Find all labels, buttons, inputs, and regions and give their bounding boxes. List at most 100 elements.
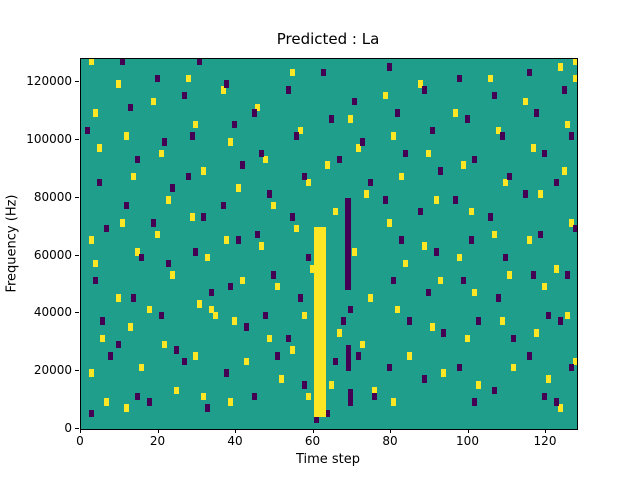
x-tick-label: 20 xyxy=(149,434,166,448)
heatmap-cell-high xyxy=(573,357,577,366)
heatmap-cell-high xyxy=(197,300,203,308)
heatmap-cell-low xyxy=(127,103,133,112)
heatmap-cell-low xyxy=(491,386,497,395)
heatmap-cell-low xyxy=(146,398,152,406)
y-tick-label: 20000 xyxy=(33,363,72,378)
heatmap-cell-low xyxy=(418,207,424,216)
heatmap-cell-high xyxy=(236,184,242,192)
y-tick-label: 40000 xyxy=(33,305,72,320)
heatmap-cell-high xyxy=(193,120,199,129)
heatmap-cell-high xyxy=(232,317,238,325)
heatmap-cell-high xyxy=(348,115,354,123)
heatmap-cell-low xyxy=(565,271,571,279)
heatmap-cell-high xyxy=(371,386,377,395)
heatmap-cell-high xyxy=(135,248,141,256)
heatmap-cell-high xyxy=(352,248,358,256)
heatmap-cell-low xyxy=(557,317,563,325)
heatmap-cell-high xyxy=(220,86,226,94)
heatmap-cell-high xyxy=(243,357,249,366)
heatmap-cell-high xyxy=(166,196,172,204)
heatmap-cell-high xyxy=(422,242,428,250)
heatmap-cell-high xyxy=(228,138,234,146)
heatmap-cell-high xyxy=(88,369,94,377)
heatmap-cell-high xyxy=(96,143,102,152)
x-axis-label: Time step xyxy=(295,452,361,467)
heatmap-cell-high xyxy=(170,271,176,279)
heatmap-cell-high xyxy=(212,311,218,320)
heatmap-cell-low xyxy=(201,213,207,221)
heatmap-cell-low xyxy=(251,392,257,401)
heatmap-cell-high xyxy=(154,230,160,239)
heatmap-cell-low xyxy=(224,80,230,88)
heatmap-cell-high xyxy=(503,178,509,187)
heatmap-cell-low xyxy=(499,132,505,140)
heatmap-cell-low xyxy=(522,190,528,198)
heatmap-cell-high xyxy=(546,375,552,383)
heatmap-cell-high xyxy=(476,381,482,389)
heatmap-cell-low xyxy=(360,138,366,146)
heatmap-cell-high xyxy=(104,398,110,406)
heatmap-band-low xyxy=(344,197,351,291)
heatmap-cell-high xyxy=(92,259,98,268)
heatmap-cell-high xyxy=(557,404,563,412)
x-tick-mark xyxy=(467,429,469,433)
heatmap-cell-low xyxy=(301,172,307,181)
heatmap-cell-low xyxy=(573,224,577,233)
heatmap-cell-high xyxy=(228,398,234,406)
heatmap-cell-high xyxy=(406,352,412,360)
heatmap-cell-high xyxy=(139,363,145,372)
heatmap-cell-low xyxy=(491,91,497,100)
heatmap-cell-low xyxy=(92,276,98,285)
heatmap-cell-high xyxy=(526,236,532,244)
heatmap-cell-low xyxy=(185,172,191,181)
heatmap-cell-low xyxy=(553,398,559,406)
heatmap-cell-low xyxy=(495,294,501,302)
x-tick-mark xyxy=(80,429,81,433)
heatmap-cell-low xyxy=(487,213,493,221)
heatmap-cell-low xyxy=(205,404,211,412)
heatmap-cell-low xyxy=(371,392,377,401)
heatmap-cell-high xyxy=(499,317,505,325)
x-tick-label: 100 xyxy=(456,434,479,448)
heatmap-cell-low xyxy=(158,311,164,320)
heatmap-cell-high xyxy=(561,167,567,175)
heatmap-cell-low xyxy=(441,328,447,337)
heatmap-cell-low xyxy=(259,149,265,158)
heatmap-cell-high xyxy=(487,74,493,83)
x-tick-label: 60 xyxy=(304,434,321,448)
heatmap-cell-low xyxy=(553,178,559,187)
heatmap-cell-high xyxy=(495,126,501,135)
heatmap-cell-low xyxy=(263,311,269,320)
heatmap-cell-high xyxy=(298,126,304,135)
heatmap-cell-low xyxy=(174,346,180,354)
heatmap-band-low xyxy=(348,388,354,406)
heatmap-cell-low xyxy=(425,288,431,297)
heatmap-cell-high xyxy=(456,253,462,262)
heatmap-cell-high xyxy=(259,242,265,250)
heatmap-cell-high xyxy=(162,340,168,349)
heatmap-cell-high xyxy=(290,346,296,354)
heatmap-cell-high xyxy=(429,323,435,331)
heatmap-cell-low xyxy=(530,271,536,279)
heatmap-cell-low xyxy=(542,149,548,158)
heatmap-cell-low xyxy=(456,74,462,83)
heatmap-cell-high xyxy=(391,398,397,406)
heatmap-cell-high xyxy=(398,172,404,181)
heatmap-cell-high xyxy=(123,132,129,140)
heatmap-cell-high xyxy=(387,219,393,227)
heatmap-cell-low xyxy=(181,91,187,100)
heatmap-cell-high xyxy=(363,190,369,198)
heatmap-cell-low xyxy=(220,201,226,210)
heatmap-cell-low xyxy=(569,363,575,372)
heatmap-cell-high xyxy=(150,97,156,106)
heatmap-cell-low xyxy=(472,155,478,164)
heatmap-cell-low xyxy=(422,375,428,383)
heatmap-cell-low xyxy=(507,172,513,181)
heatmap-cell-high xyxy=(301,311,307,320)
heatmap-cell-high xyxy=(294,224,300,233)
heatmap-cell-high xyxy=(573,59,577,65)
heatmap-cell-low xyxy=(340,317,346,325)
y-tick-mark xyxy=(75,254,79,256)
heatmap-cell-low xyxy=(239,161,245,169)
heatmap-cell-high xyxy=(290,68,296,77)
